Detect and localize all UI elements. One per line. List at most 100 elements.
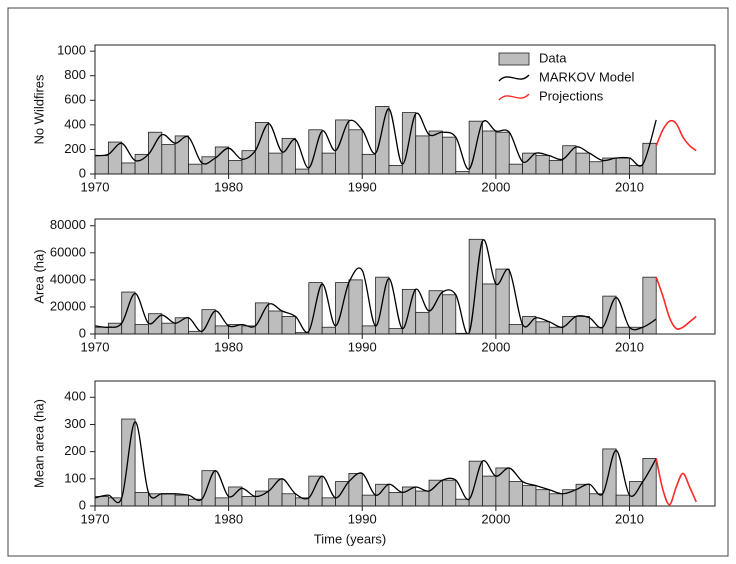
bar [615,326,630,334]
bar [361,325,377,334]
bar [308,475,323,506]
bar [428,290,443,334]
plot-area [95,106,697,174]
x-tick-label: 1980 [214,339,243,354]
x-tick-label: 2010 [615,179,644,194]
bar [174,494,189,506]
plot-border [94,380,716,507]
line [95,239,657,334]
bar [629,164,644,174]
bar [442,136,457,174]
bar [468,460,483,506]
bar [615,494,630,506]
bar [535,489,550,506]
bar [335,481,350,506]
bar [161,144,176,174]
line [95,421,657,504]
bar [455,498,470,506]
y-axis-label: Mean area (ha) [31,399,46,488]
bar [548,160,564,174]
y-tick-label: 600 [64,92,86,107]
bar [281,493,296,506]
bar [348,129,363,174]
bar [95,155,109,174]
bar [121,418,136,506]
bar [428,479,443,506]
bar [268,310,283,334]
bar [241,496,256,506]
bar [228,160,243,174]
bar [575,152,590,174]
y-tick-label: 40000 [50,271,86,286]
plot-border [94,218,716,335]
bar [214,497,230,506]
bar [495,268,510,334]
bar [348,279,363,334]
bar [415,135,430,174]
bar [268,152,283,174]
bar [107,141,123,174]
bar [161,493,176,506]
x-tick-label: 1990 [348,339,377,354]
bar [375,106,390,174]
bar [562,316,577,334]
bar [522,485,537,506]
y-axis-label: Area (ha) [31,249,46,303]
bar [428,130,443,174]
bar [588,161,604,174]
x-tick-label: 1970 [81,339,110,354]
bar [214,325,230,334]
bar [508,163,523,174]
frame [7,7,729,557]
x-tick-label: 2000 [481,511,510,526]
bar [161,322,176,334]
y-tick-label: 0 [79,497,86,512]
bar [201,470,216,506]
x-tick-label: 2010 [615,339,644,354]
y-tick-label: 400 [64,389,86,404]
x-tick-label: 2010 [615,511,644,526]
bar [134,324,149,334]
y-axis-label: No Wildfires [31,74,46,145]
legend-swatch [498,93,530,101]
bar [388,164,403,174]
bar [241,150,256,174]
bar [321,152,336,174]
bar [415,490,430,506]
bar [482,283,497,334]
y-tick-label: 1000 [57,43,86,58]
bar [214,146,230,174]
bar [562,145,577,174]
bar [188,163,203,174]
y-tick-label: 0 [79,165,86,180]
bar [121,291,136,334]
bar [361,494,377,506]
y-tick-label: 400 [64,116,86,131]
bar [348,472,363,506]
legend-swatch [498,74,530,82]
bar [388,492,403,506]
y-tick-label: 300 [64,416,86,431]
y-tick-label: 100 [64,470,86,485]
bar [281,316,296,334]
legend-label: Projections [539,88,604,103]
bar [615,157,630,174]
bar [95,326,109,334]
bar [548,493,564,506]
bar [442,479,457,506]
bar [321,497,336,506]
bar [321,326,336,334]
bar [508,481,523,506]
x-tick-label: 1990 [348,511,377,526]
bar [442,294,457,334]
bar [134,153,149,174]
x-axis-label: Time (years) [314,531,386,546]
bar [508,324,523,334]
bar [602,448,617,506]
y-tick-label: 0 [79,325,86,340]
bar [254,302,270,334]
bar [254,122,270,174]
bar [281,137,296,174]
x-tick-label: 1970 [81,511,110,526]
